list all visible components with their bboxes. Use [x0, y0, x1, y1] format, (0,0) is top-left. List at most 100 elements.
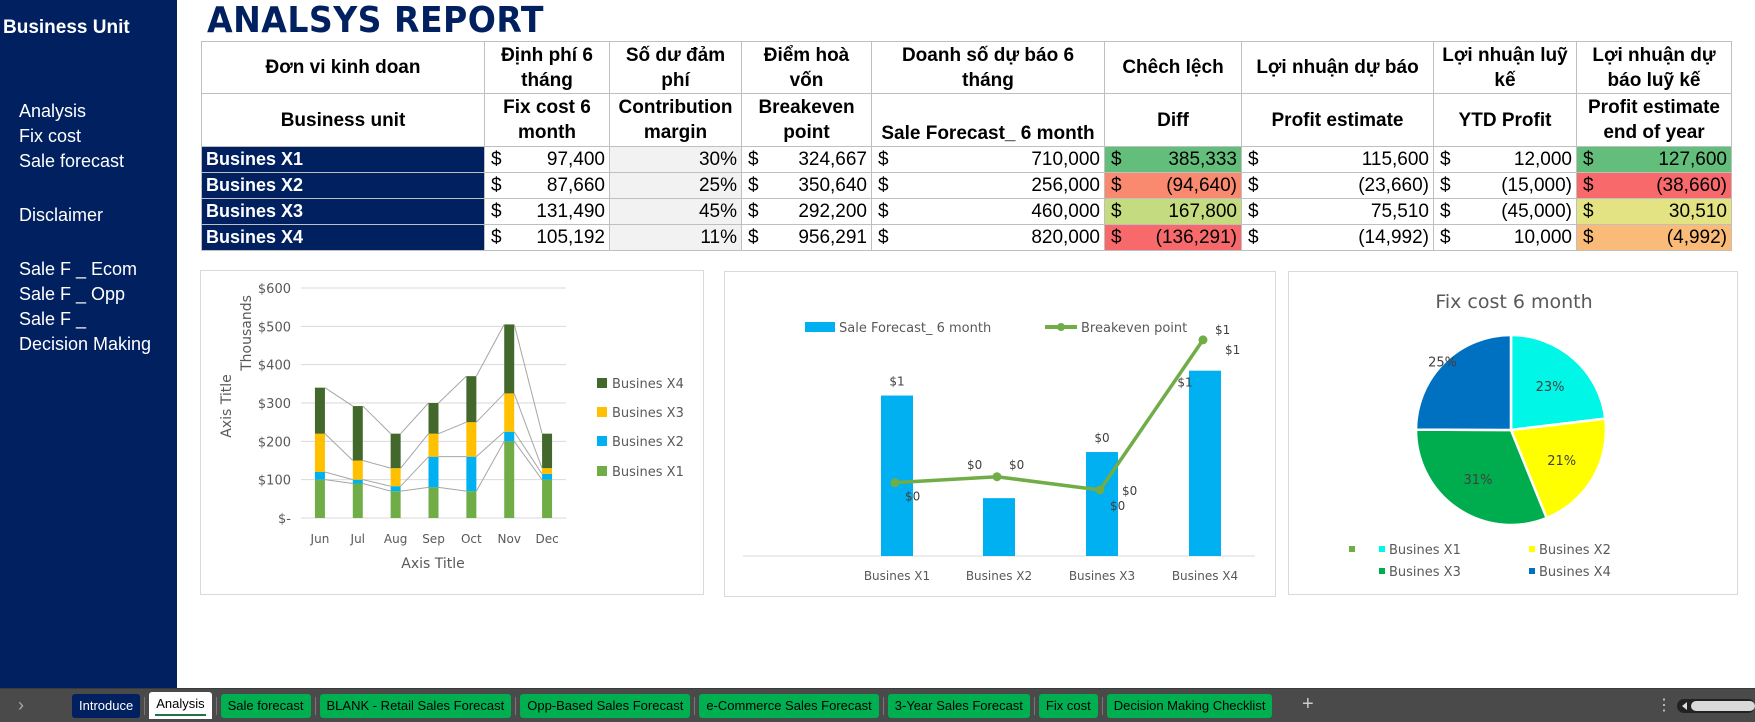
legend-label[interactable]: Sale Forecast_ 6 month [839, 321, 991, 336]
sale-forecast-cell[interactable]: $256,000 [871, 172, 1105, 199]
legend-label[interactable]: Busines X3 [1389, 565, 1461, 580]
diff-cell[interactable]: $167,800 [1104, 198, 1242, 225]
legend-label[interactable]: Breakeven point [1081, 321, 1187, 336]
bar-segment-busines-x2[interactable] [504, 431, 515, 442]
bar-segment-busines-x4[interactable] [352, 406, 363, 461]
legend-label[interactable]: Busines X3 [612, 406, 684, 421]
profit-eoy-cell[interactable]: $ (4,992) [1576, 224, 1732, 251]
breakeven-point[interactable] [1198, 335, 1208, 345]
legend-label[interactable]: Busines X1 [612, 465, 684, 480]
profit-estimate-cell[interactable]: $ (23,660) [1241, 172, 1434, 199]
bar-segment-busines-x1[interactable] [504, 441, 515, 518]
pie-slice-busines-x3[interactable] [1414, 428, 1549, 527]
bar-segment-busines-x3[interactable] [466, 422, 477, 457]
bar-segment-busines-x3[interactable] [352, 460, 363, 480]
pie-slice-busines-x4[interactable] [1414, 333, 1513, 432]
legend-label[interactable]: Busines X4 [1539, 565, 1611, 580]
sidebar-link-sale-f-decision[interactable]: Sale F _ [19, 309, 87, 329]
ytd-profit-cell[interactable]: $ (15,000) [1433, 172, 1577, 199]
sheet-tab-introduce[interactable]: Introduce [72, 694, 141, 718]
breakeven-cell[interactable]: $350,640 [741, 172, 872, 199]
pie-slice-busines-x1[interactable] [1509, 333, 1607, 432]
fix-cost-pie-chart[interactable]: Fix cost 6 month 23% 21% 31% 25% Busines X1 Bu… [1288, 271, 1738, 595]
diff-cell[interactable]: $ (136,291) [1104, 224, 1242, 251]
fix-cost-cell[interactable]: $87,660 [484, 172, 610, 199]
fix-cost-cell[interactable]: $97,400 [484, 146, 610, 173]
profit-estimate-cell[interactable]: $ (14,992) [1241, 224, 1434, 251]
sidebar-link-sale-f-opp[interactable]: Sale F _ Opp [19, 284, 126, 304]
scrollbar-thumb[interactable] [1691, 701, 1755, 711]
breakeven-point[interactable] [992, 472, 1002, 482]
legend-label[interactable]: Busines X2 [612, 435, 684, 450]
sale-vs-breakeven-chart[interactable]: Sale Forecast_ 6 month Breakeven point $1 $… [724, 271, 1276, 597]
sheet-tab-analysis[interactable]: Analysis [149, 692, 212, 719]
ytd-profit-cell[interactable]: $10,000 [1433, 224, 1577, 251]
sheet-tab-blank-retail-sales-forecast[interactable]: BLANK - Retail Sales Forecast [319, 694, 512, 718]
bar-segment-busines-x2[interactable] [466, 456, 477, 492]
business-unit-cell[interactable]: Busines X1 [201, 146, 485, 173]
legend-label[interactable]: Busines X1 [1389, 543, 1461, 558]
bar-segment-busines-x4[interactable] [504, 324, 515, 394]
bar-segment-busines-x1[interactable] [314, 479, 325, 518]
breakeven-point[interactable] [1095, 485, 1105, 495]
sidebar-link-analysis[interactable]: Analysis [19, 101, 87, 121]
x-axis-title[interactable]: Axis Title [401, 556, 465, 572]
bar-segment-busines-x3[interactable] [542, 468, 553, 474]
bar-sale-forecast[interactable] [881, 395, 913, 556]
sidebar-link-sale-f-ecom[interactable]: Sale F _ Ecom [19, 259, 138, 279]
breakeven-cell[interactable]: $956,291 [741, 224, 872, 251]
profit-eoy-cell[interactable]: $30,510 [1576, 198, 1732, 225]
bar-segment-busines-x2[interactable] [314, 472, 325, 480]
bar-sale-forecast[interactable] [1189, 370, 1221, 556]
sale-forecast-cell[interactable]: $460,000 [871, 198, 1105, 225]
bar-segment-busines-x2[interactable] [542, 473, 553, 480]
bar-segment-busines-x4[interactable] [428, 403, 439, 434]
stacked-bar-chart[interactable]: $- $100 $200 $300 $400 $500 $600 Jun Jul Aug Sep Oc… [200, 270, 704, 595]
chart-title[interactable]: Fix cost 6 month [1435, 291, 1592, 313]
fix-cost-cell[interactable]: $105,192 [484, 224, 610, 251]
margin-cell[interactable]: 25% [609, 172, 742, 199]
sale-forecast-cell[interactable]: $820,000 [871, 224, 1105, 251]
ytd-profit-cell[interactable]: $ (45,000) [1433, 198, 1577, 225]
sheet-tab-opp-based-sales-forecast[interactable]: Opp-Based Sales Forecast [520, 694, 691, 718]
business-unit-cell[interactable]: Busines X4 [201, 224, 485, 251]
profit-estimate-cell[interactable]: $115,600 [1241, 146, 1434, 173]
bar-segment-busines-x1[interactable] [428, 487, 439, 518]
sheet-tab-fix-cost[interactable]: Fix cost [1038, 694, 1098, 718]
bar-segment-busines-x1[interactable] [352, 483, 363, 519]
sidebar-link-fix-cost[interactable]: Fix cost [19, 126, 82, 146]
profit-estimate-cell[interactable]: $75,510 [1241, 198, 1434, 225]
margin-cell[interactable]: 11% [609, 224, 742, 251]
business-unit-cell[interactable]: Busines X2 [201, 172, 485, 199]
bar-segment-busines-x2[interactable] [352, 479, 363, 484]
breakeven-point[interactable] [890, 478, 900, 488]
margin-cell[interactable]: 45% [609, 198, 742, 225]
bar-segment-busines-x3[interactable] [390, 468, 401, 487]
diff-cell[interactable]: $385,333 [1104, 146, 1242, 173]
sheet-tab-decision-making-checklist[interactable]: Decision Making Checklist [1106, 694, 1273, 718]
add-sheet-button[interactable]: + [1302, 693, 1314, 715]
bar-segment-busines-x1[interactable] [390, 491, 401, 518]
bar-segment-busines-x1[interactable] [542, 479, 553, 518]
profit-eoy-cell[interactable]: $ (38,660) [1576, 172, 1732, 199]
bar-segment-busines-x4[interactable] [314, 387, 325, 434]
bar-sale-forecast[interactable] [983, 498, 1015, 556]
sidebar-link-decision-making[interactable]: Decision Making [19, 334, 152, 354]
legend-label[interactable]: Busines X4 [612, 377, 684, 392]
pie-slice-busines-x2[interactable] [1509, 417, 1608, 520]
bar-segment-busines-x3[interactable] [504, 393, 515, 432]
profit-eoy-cell[interactable]: $127,600 [1576, 146, 1732, 173]
bar-segment-busines-x2[interactable] [428, 456, 439, 488]
bar-segment-busines-x4[interactable] [390, 433, 401, 469]
sale-forecast-cell[interactable]: $710,000 [871, 146, 1105, 173]
bar-segment-busines-x4[interactable] [466, 376, 477, 423]
sheet-tab-3-year-sales-forecast[interactable]: 3-Year Sales Forecast [887, 694, 1030, 718]
bar-segment-busines-x4[interactable] [542, 433, 553, 469]
sheet-tab-sale-forecast[interactable]: Sale forecast [220, 694, 311, 718]
horizontal-scrollbar[interactable] [1677, 699, 1755, 713]
breakeven-cell[interactable]: $324,667 [741, 146, 872, 173]
more-options-icon[interactable]: ⋮ [1656, 697, 1672, 714]
breakeven-line[interactable] [894, 338, 1205, 492]
bar-segment-busines-x1[interactable] [466, 491, 477, 518]
sheet-tab-e-commerce-sales-forecast[interactable]: e-Commerce Sales Forecast [699, 694, 879, 718]
